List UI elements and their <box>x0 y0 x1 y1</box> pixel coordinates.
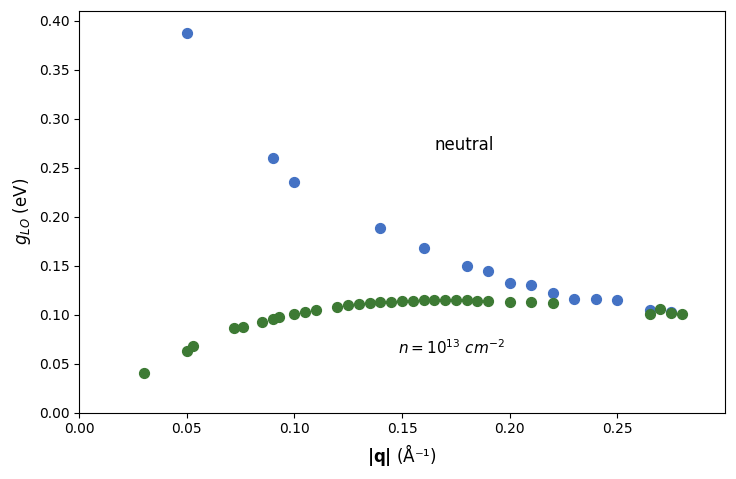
Point <box>237 324 249 331</box>
Point <box>461 296 473 304</box>
Point <box>396 297 408 305</box>
Point <box>526 282 537 289</box>
Point <box>654 305 666 313</box>
Point <box>547 299 559 307</box>
Point <box>461 262 473 270</box>
Point <box>407 297 419 305</box>
Point <box>331 303 343 311</box>
Point <box>547 289 559 297</box>
Point <box>612 296 623 304</box>
Point <box>568 295 580 303</box>
Point <box>386 298 397 306</box>
Point <box>364 299 375 307</box>
Point <box>590 295 601 303</box>
Point <box>353 300 365 308</box>
Point <box>310 306 322 314</box>
Point <box>503 280 515 287</box>
Point <box>181 29 193 36</box>
Point <box>375 298 386 306</box>
Point <box>188 342 199 350</box>
Point <box>482 267 494 274</box>
Point <box>342 301 354 309</box>
Point <box>375 224 386 231</box>
Point <box>289 310 300 318</box>
Point <box>300 308 311 316</box>
Point <box>138 370 149 377</box>
Point <box>644 310 656 318</box>
Point <box>274 313 286 320</box>
Point <box>267 154 279 162</box>
Point <box>228 325 240 332</box>
Point <box>676 310 687 318</box>
Point <box>428 296 440 304</box>
Point <box>665 309 677 317</box>
Point <box>665 308 677 316</box>
Point <box>289 179 300 186</box>
Point <box>439 296 451 304</box>
Point <box>267 315 279 322</box>
Y-axis label: $g_{LO}$ (eV): $g_{LO}$ (eV) <box>11 178 33 245</box>
Point <box>526 298 537 306</box>
Text: neutral: neutral <box>434 136 494 154</box>
Point <box>256 318 268 325</box>
Point <box>503 298 515 306</box>
Point <box>181 347 193 355</box>
Point <box>450 296 461 304</box>
Point <box>472 297 484 305</box>
Point <box>417 244 429 252</box>
Point <box>644 306 656 314</box>
Point <box>417 296 429 304</box>
X-axis label: $\mathbf{|q|}$ (Å⁻¹): $\mathbf{|q|}$ (Å⁻¹) <box>367 442 437 468</box>
Text: $n = 10^{13}$ cm$^{-2}$: $n = 10^{13}$ cm$^{-2}$ <box>397 338 505 357</box>
Point <box>482 297 494 305</box>
